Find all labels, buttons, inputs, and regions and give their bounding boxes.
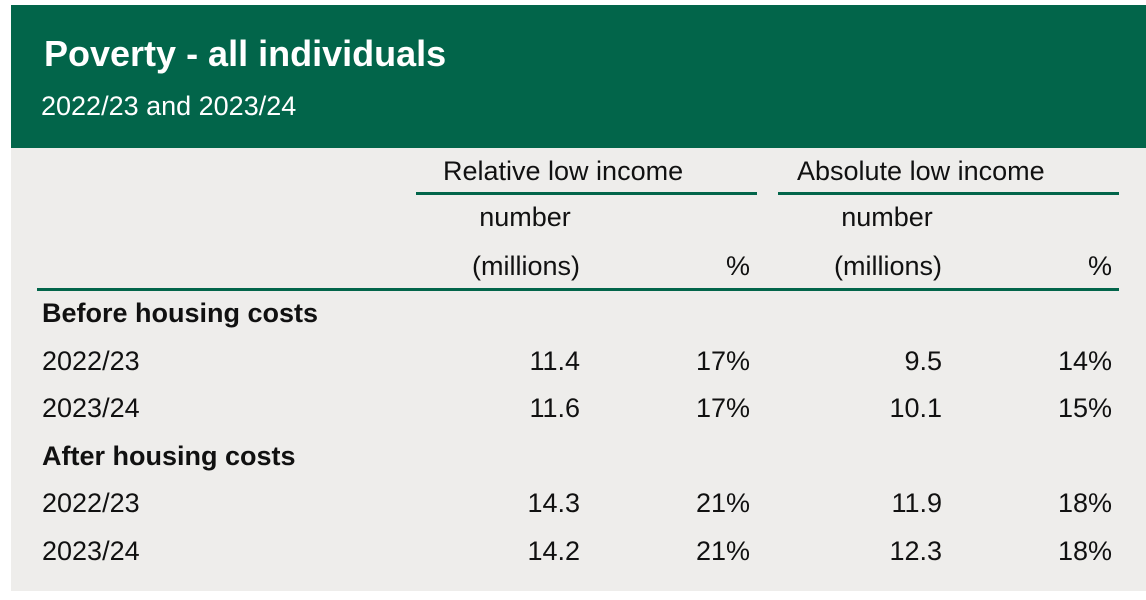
table-cell: 11.6 (529, 393, 580, 423)
table-cell: 15% (1057, 393, 1112, 423)
header-band: Poverty - all individuals 2022/23 and 20… (11, 5, 1146, 148)
col-header-percent: % (1087, 251, 1112, 281)
col-header-millions: (millions) (472, 251, 580, 281)
table-cell: 14.2 (527, 535, 580, 566)
table-cell: 10.1 (889, 393, 942, 423)
group-header-absolute: Absolute low income (797, 156, 1045, 186)
table-cell: 18% (1057, 535, 1112, 566)
table-cell: 12.3 (889, 535, 942, 566)
col-header-number: number (841, 202, 933, 232)
table-cell: 9.5 (904, 345, 942, 376)
col-header-number: number (479, 202, 571, 232)
table-cell: 21% (695, 488, 750, 518)
group-underline (778, 192, 1119, 195)
table-panel: Poverty - all individuals 2022/23 and 20… (11, 5, 1146, 591)
row-year: 2023/24 (42, 393, 140, 423)
table-cell: 11.4 (529, 345, 580, 376)
table-cell: 14% (1057, 345, 1112, 376)
row-year: 2022/23 (42, 488, 140, 518)
header-rule (37, 288, 1119, 291)
row-year: 2022/23 (42, 345, 140, 376)
section-label: After housing costs (42, 440, 296, 471)
group-underline (416, 192, 757, 195)
table-cell: 17% (695, 345, 750, 376)
table-cell: 18% (1057, 488, 1112, 518)
table-cell: 11.9 (891, 488, 942, 518)
table-title: Poverty - all individuals (44, 33, 447, 74)
table-cell: 14.3 (527, 488, 580, 518)
table-subtitle: 2022/23 and 2023/24 (41, 91, 297, 121)
group-header-relative: Relative low income (443, 156, 684, 186)
col-header-millions: (millions) (834, 251, 942, 281)
section-label: Before housing costs (42, 298, 319, 328)
row-year: 2023/24 (42, 535, 140, 566)
col-header-percent: % (725, 251, 750, 281)
table-cell: 21% (695, 535, 750, 566)
table-cell: 17% (695, 393, 750, 423)
